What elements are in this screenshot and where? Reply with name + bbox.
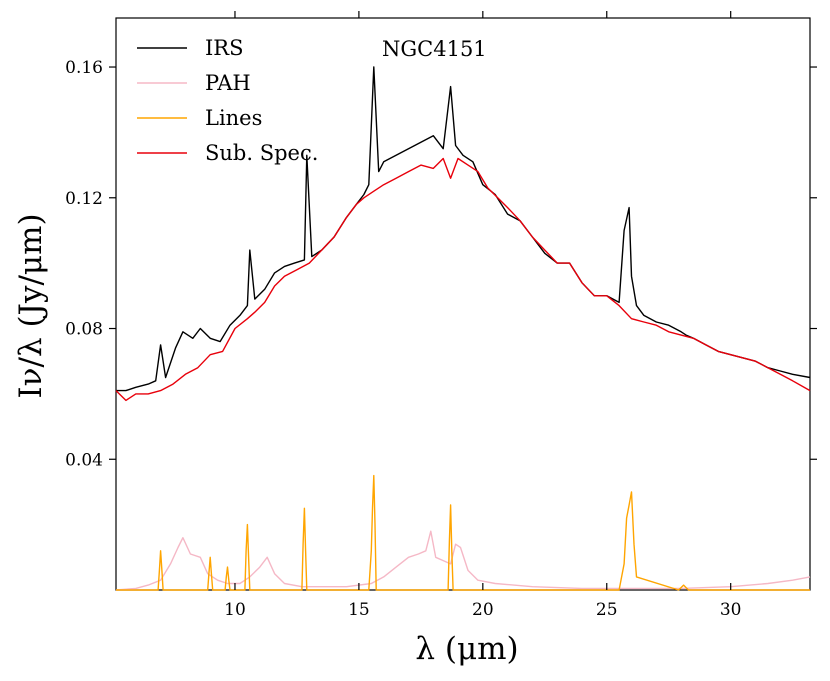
legend-label: Sub. Spec. [205,141,318,165]
x-axis-label: λ (μm) [415,631,518,667]
legend-label: PAH [205,71,251,95]
x-tick-label: 25 [596,600,618,620]
x-tick-label: 15 [348,600,370,620]
legend-label: IRS [205,36,244,60]
x-tick-label: 10 [224,600,246,620]
legend: IRS PAH Lines Sub. Spec. [137,36,318,165]
series-layer [115,66,811,591]
y-axis-label: Iν/λ (Jy/μm) [13,213,49,398]
legend-label: Lines [205,106,262,130]
plot-frame [115,17,811,591]
series-line-lines [116,474,810,591]
y-tick-label: 0.12 [65,189,103,209]
chart-title: NGC4151 [382,37,487,61]
series-line-sub-spec [115,157,811,402]
series-line-pah [115,530,811,591]
y-tick-label: 0.16 [65,58,103,78]
x-tick-label: 30 [720,600,742,620]
series-line-irs [116,66,811,392]
y-tick-label: 0.08 [65,320,103,340]
y-tick-label: 0.04 [65,450,103,470]
x-tick-label: 20 [472,600,494,620]
tick-layer: 10 15 20 25 30 0.04 0.08 0.12 0.16 [65,11,817,620]
